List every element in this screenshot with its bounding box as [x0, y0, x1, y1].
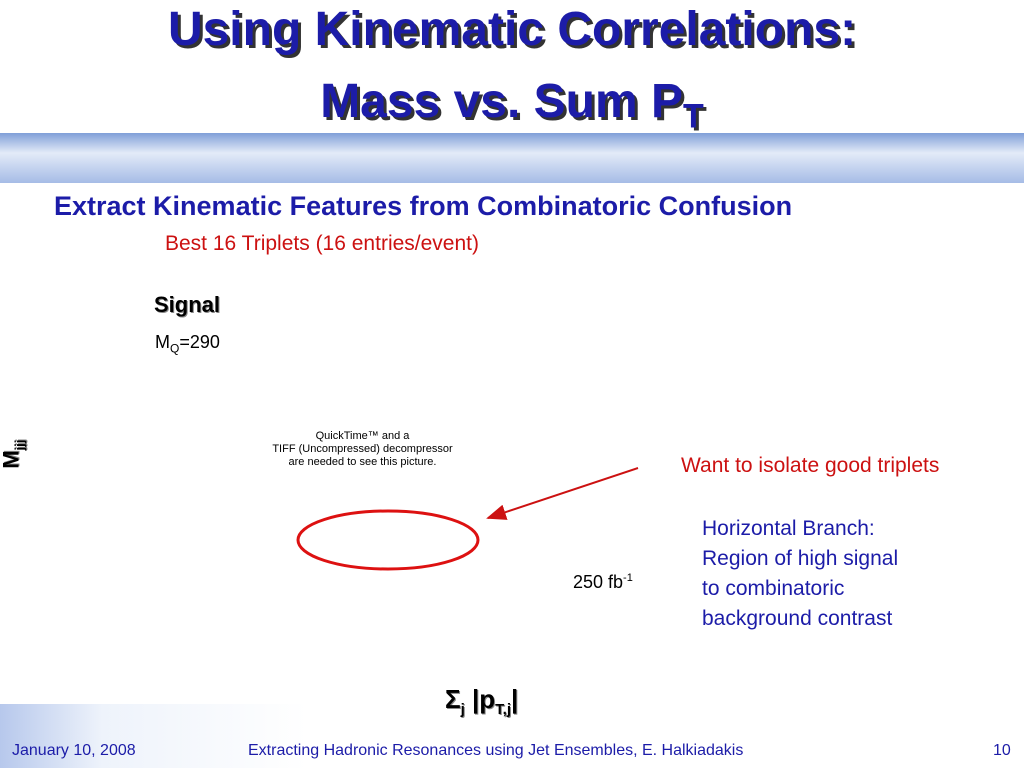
- placeholder-line: QuickTime™ and a: [315, 430, 410, 442]
- luminosity: 250 fb-1: [573, 572, 633, 593]
- lumi-text: 250 fb: [573, 572, 624, 592]
- lumi-sup: -1: [623, 572, 633, 584]
- highlight-ellipse: [296, 509, 480, 571]
- placeholder-line: are needed to see this picture.: [288, 456, 437, 468]
- branch-line: background contrast: [702, 607, 893, 630]
- title-line: Using Kinematic Correlations:: [167, 3, 857, 56]
- title-line: Mass vs. Sum PT: [0, 74, 1024, 137]
- footer-band: [0, 704, 1024, 768]
- band-mask: [110, 183, 1024, 223]
- x-sub2: T,j: [495, 701, 512, 719]
- x-axis-label: Σj |pT,j|: [445, 684, 518, 718]
- title-sub: T: [683, 97, 704, 136]
- x-sum: Σ: [445, 684, 461, 714]
- arrow: [486, 467, 639, 520]
- mass-value: =290: [179, 332, 220, 352]
- placeholder: QuickTime™ and a TIFF (Uncompressed) dec…: [230, 430, 495, 469]
- branch-line: Horizontal Branch:: [702, 517, 875, 540]
- title-text: Mass vs. Sum P: [320, 75, 684, 128]
- footer-center: Extracting Hadronic Resonances using Jet…: [248, 742, 744, 759]
- signal-label: Signal: [154, 292, 221, 317]
- x-sub: j: [460, 701, 465, 719]
- footer-date: January 10, 2008: [12, 742, 136, 759]
- x-open: |p: [464, 684, 496, 714]
- note: Best 16 Triplets (16 entries/event): [165, 232, 479, 255]
- branch-text: Horizontal Branch: Region of high signal…: [702, 514, 898, 634]
- placeholder-line: TIFF (Uncompressed) decompressor: [272, 443, 453, 455]
- branch-line: Region of high signal: [702, 547, 899, 570]
- x-close: |: [511, 684, 519, 714]
- mass-sub: Q: [170, 341, 180, 356]
- mass-label: MQ=290: [155, 332, 220, 356]
- mass-symbol: M: [155, 332, 170, 352]
- branch-line: to combinatoric: [702, 577, 845, 600]
- arrow-text: Want to isolate good triplets: [681, 454, 940, 477]
- subtitle: Extract Kinematic Features from Combinat…: [54, 191, 793, 221]
- footer-page: 10: [993, 742, 1011, 759]
- header-band: [0, 133, 1024, 183]
